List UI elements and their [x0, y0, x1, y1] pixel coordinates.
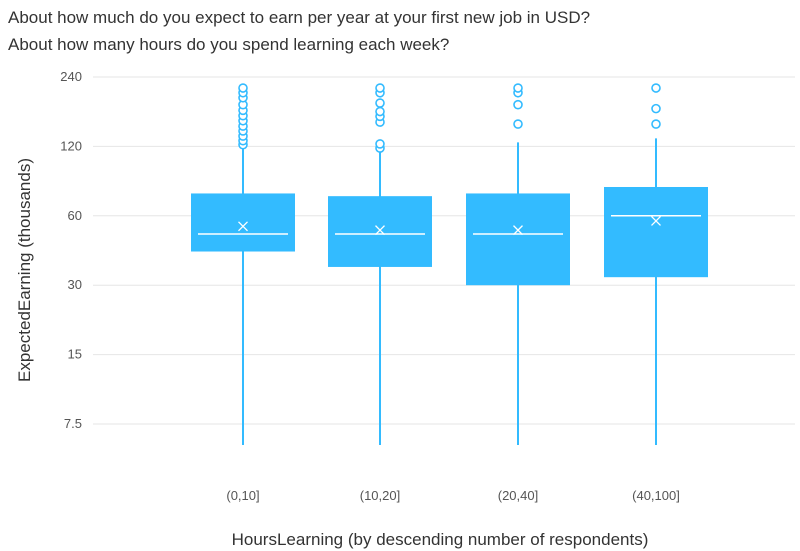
boxes [191, 83, 708, 445]
x-tick-label: (20,40] [498, 488, 538, 503]
mean-marker [238, 221, 248, 232]
outlier-point [651, 83, 661, 93]
chart-title-line-1: About how much do you expect to earn per… [8, 8, 591, 27]
box-group [328, 83, 432, 445]
outlier-point [513, 99, 523, 110]
outlier-point [651, 103, 661, 114]
y-tick-label: 7.5 [64, 416, 82, 431]
box [604, 186, 708, 278]
y-tick-label: 240 [60, 69, 82, 84]
x-axis-title: HoursLearning (by descending number of r… [232, 530, 649, 549]
outlier-point [375, 98, 385, 108]
y-axis-title: ExpectedEarning (thousands) [15, 158, 34, 382]
outlier-point [375, 106, 385, 117]
y-tick-label: 60 [68, 208, 82, 223]
box-group [191, 83, 295, 445]
mean-marker [375, 225, 385, 236]
outlier-point [375, 139, 385, 149]
box [466, 193, 570, 286]
outlier-point [651, 119, 661, 129]
x-tick-label: (0,10] [226, 488, 259, 503]
box [191, 193, 295, 252]
mean-marker [651, 215, 661, 226]
box-group [466, 83, 570, 445]
outlier-point [513, 119, 523, 129]
box-group [604, 83, 708, 445]
outlier-point [375, 83, 385, 93]
chart-title-line-2: About how many hours do you spend learni… [8, 35, 450, 54]
x-tick-label: (40,100] [632, 488, 680, 503]
box [328, 196, 432, 267]
outlier-point [513, 83, 523, 93]
y-tick-label: 15 [68, 347, 82, 362]
y-tick-label: 30 [68, 277, 82, 292]
x-axis-ticks: (0,10] (10,20] (20,40] (40,100] [226, 488, 679, 503]
mean-marker [513, 225, 523, 236]
outlier-point [238, 83, 248, 93]
x-tick-label: (10,20] [360, 488, 400, 503]
y-tick-label: 120 [60, 138, 82, 153]
y-axis-ticks: 7.5 15 30 60 120 240 [60, 69, 82, 431]
